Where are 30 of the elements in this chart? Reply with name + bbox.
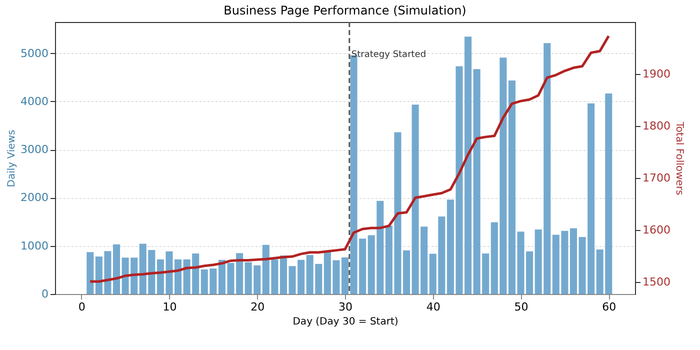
y-tick-label: 5000 [20, 46, 48, 60]
y2-tick-label: 1500 [642, 276, 670, 289]
bar [86, 252, 94, 294]
x-axis-title: Day (Day 30 = Start) [292, 316, 398, 328]
x-tick-label: 0 [78, 300, 86, 314]
y-tick-label: 2000 [20, 191, 48, 204]
line-series [88, 34, 610, 283]
x-tick-label: 30 [338, 300, 352, 314]
chart-title: Business Page Performance (Simulation) [224, 3, 466, 18]
bar [280, 255, 287, 294]
y2-tick-label: 1800 [642, 120, 670, 133]
y-tick-label: 0 [42, 288, 48, 300]
x-tick-label: 60 [602, 300, 616, 314]
y-tick-label: 3000 [20, 143, 48, 156]
bar [570, 228, 577, 294]
y2-tick-label: 1900 [642, 68, 670, 81]
bar [403, 250, 410, 294]
x-tick-label: 50 [514, 300, 528, 314]
x-tick-label: 20 [250, 300, 265, 314]
x-tick-label: 10 [162, 300, 177, 314]
y2-tick-label: 1600 [642, 224, 670, 237]
ref-line-label: Strategy Started [351, 50, 426, 60]
y2-axis-title: Total Followers [673, 120, 684, 196]
y-tick-label: 4000 [20, 94, 48, 108]
y-axis-title: Daily Views [6, 130, 18, 188]
bar [113, 244, 120, 294]
y-tick-label: 1000 [20, 239, 48, 252]
bar [341, 257, 349, 294]
x-tick-label: 40 [426, 300, 440, 314]
y2-tick-label: 1700 [642, 172, 670, 185]
